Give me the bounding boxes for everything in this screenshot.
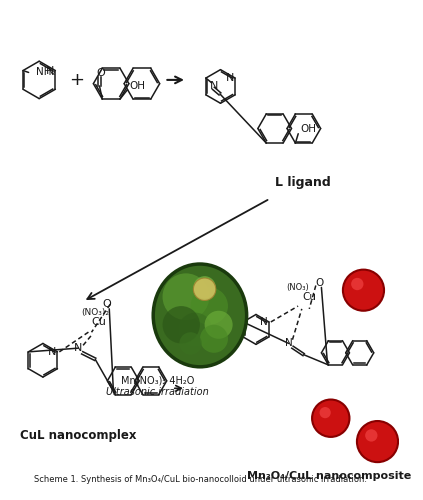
Text: L ligand: L ligand bbox=[275, 176, 331, 189]
Text: O: O bbox=[96, 68, 105, 78]
Text: NH₂: NH₂ bbox=[36, 68, 56, 78]
Circle shape bbox=[191, 288, 228, 325]
Text: N: N bbox=[260, 317, 268, 327]
Text: CuL nanocomplex: CuL nanocomplex bbox=[20, 428, 137, 442]
Text: N: N bbox=[48, 347, 57, 357]
Circle shape bbox=[179, 312, 212, 346]
Text: Ultrasonic irradiation: Ultrasonic irradiation bbox=[107, 387, 209, 397]
Circle shape bbox=[319, 407, 331, 418]
Circle shape bbox=[205, 310, 233, 339]
Text: Cu: Cu bbox=[91, 317, 107, 327]
Circle shape bbox=[193, 276, 216, 298]
Circle shape bbox=[351, 278, 363, 290]
Text: Mn₃O₄: Mn₃O₄ bbox=[364, 439, 391, 448]
Text: Mn₃O₄: Mn₃O₄ bbox=[350, 288, 377, 296]
Ellipse shape bbox=[153, 264, 247, 367]
Text: O: O bbox=[316, 278, 324, 287]
Text: OH: OH bbox=[129, 81, 146, 91]
Text: N: N bbox=[210, 82, 219, 92]
Circle shape bbox=[179, 332, 202, 354]
Text: N: N bbox=[74, 343, 82, 353]
Text: +: + bbox=[69, 71, 84, 89]
Text: Scheme 1. Synthesis of Mn₃O₄/CuL bio-nanocolloid under ultrasonic irradiation.: Scheme 1. Synthesis of Mn₃O₄/CuL bio-nan… bbox=[34, 474, 367, 484]
Circle shape bbox=[193, 278, 216, 300]
Text: O: O bbox=[102, 299, 111, 309]
Circle shape bbox=[357, 421, 398, 462]
Circle shape bbox=[162, 306, 200, 344]
Circle shape bbox=[312, 400, 349, 437]
Text: Cu: Cu bbox=[302, 292, 316, 302]
Text: Mn₃O₄/CuL nanocomposite: Mn₃O₄/CuL nanocomposite bbox=[247, 471, 411, 481]
Text: Mn(NO₃)₂ 4H₂O: Mn(NO₃)₂ 4H₂O bbox=[121, 376, 195, 386]
Circle shape bbox=[200, 325, 228, 353]
Text: Mn₃O₄: Mn₃O₄ bbox=[318, 416, 344, 424]
Text: N: N bbox=[46, 66, 55, 76]
Text: (NO₃)₂: (NO₃)₂ bbox=[81, 308, 109, 317]
Text: N: N bbox=[285, 338, 293, 348]
Circle shape bbox=[343, 270, 384, 310]
Text: (NO₃): (NO₃) bbox=[287, 283, 310, 292]
Circle shape bbox=[365, 429, 377, 442]
Text: N: N bbox=[226, 73, 234, 83]
Circle shape bbox=[162, 274, 209, 320]
Text: OH: OH bbox=[300, 124, 316, 134]
